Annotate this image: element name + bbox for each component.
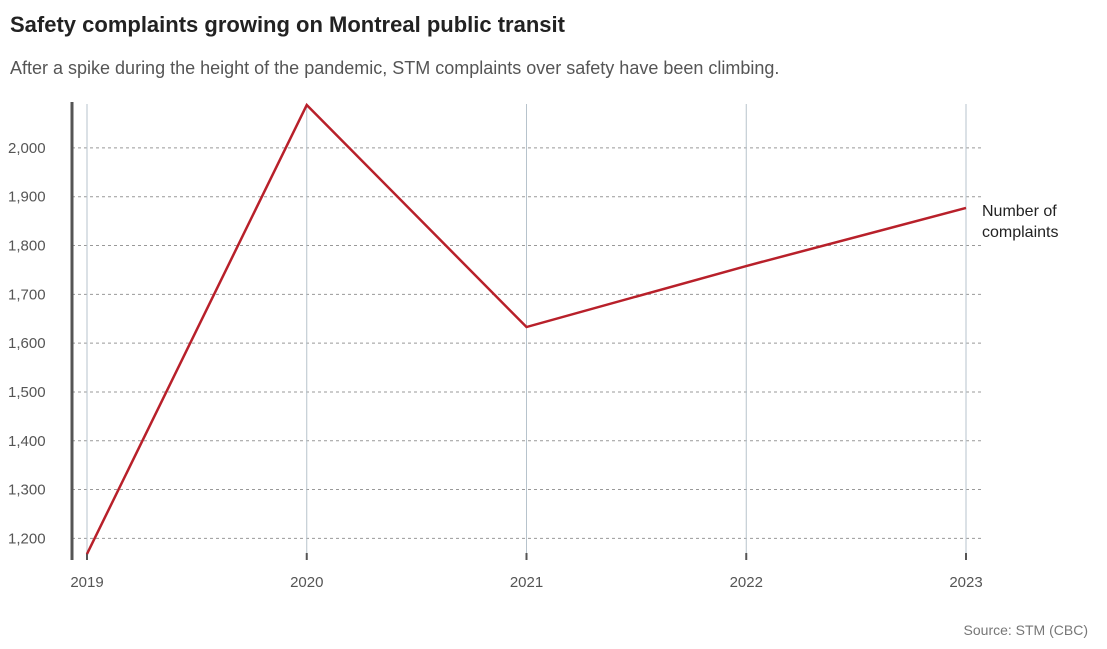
x-tick-label: 2022 xyxy=(730,574,763,591)
y-tick-label: 1,700 xyxy=(8,286,46,303)
chart-title: Safety complaints growing on Montreal pu… xyxy=(10,12,565,37)
x-tick-label: 2020 xyxy=(290,574,323,591)
x-axis-ticks: 2019 2020 2021 2022 2023 xyxy=(70,553,983,591)
series-lines xyxy=(85,102,967,555)
vertical-gridlines xyxy=(86,104,967,553)
series-label-line: complaints xyxy=(982,224,1058,241)
chart-subtitle: After a spike during the height of the p… xyxy=(10,58,780,78)
horizontal-gridlines xyxy=(72,147,982,539)
y-tick-label: 1,400 xyxy=(8,433,46,450)
y-tick-label: 1,600 xyxy=(8,335,46,352)
x-tick-label: 2019 xyxy=(70,574,103,591)
y-axis-ticks: 1,200 1,300 1,400 1,500 1,600 1,700 1,800 1,900… xyxy=(8,140,46,547)
y-tick-label: 2,000 xyxy=(8,140,46,157)
series-label-line: Number of xyxy=(982,203,1057,220)
x-tick-label: 2023 xyxy=(949,574,982,591)
y-tick-label: 1,300 xyxy=(8,482,46,499)
y-tick-label: 1,800 xyxy=(8,238,46,255)
y-tick-label: 1,200 xyxy=(8,530,46,547)
x-tick-label: 2021 xyxy=(510,574,543,591)
y-tick-label: 1,900 xyxy=(8,189,46,206)
series-labels: Number of complaints xyxy=(982,203,1058,241)
source-note: Source: STM (CBC) xyxy=(963,622,1088,638)
y-tick-label: 1,500 xyxy=(8,384,46,401)
series-label: Number of complaints xyxy=(982,203,1058,241)
